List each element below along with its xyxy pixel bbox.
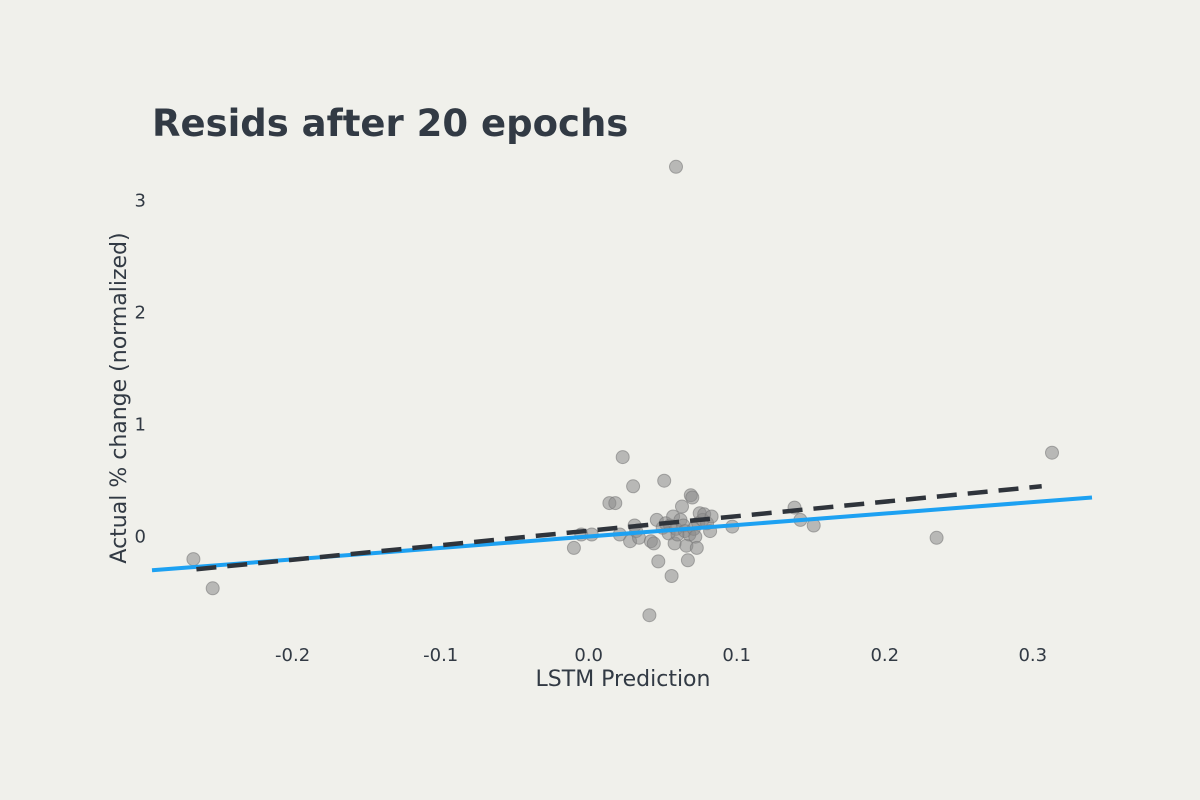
data-point [615, 450, 630, 465]
y-tick-label: 3 [135, 190, 146, 211]
data-point [205, 581, 220, 596]
x-tick-label: -0.2 [275, 645, 310, 666]
data-point [646, 536, 661, 551]
data-point [1045, 445, 1059, 460]
data-point [664, 569, 679, 583]
y-tick-label: 1 [135, 415, 146, 436]
data-point [657, 473, 672, 488]
data-point [685, 490, 700, 505]
x-axis-label: LSTM Prediction [536, 667, 711, 692]
data-point [626, 479, 641, 494]
data-point [929, 530, 944, 545]
x-tick-label: 0.0 [574, 645, 603, 666]
data-point [642, 608, 657, 623]
data-point [689, 540, 704, 555]
x-tick-label: -0.1 [423, 645, 458, 666]
chart-title: Resids after 20 epochs [152, 102, 628, 145]
data-point [675, 499, 689, 514]
data-point [669, 159, 683, 174]
data-point [186, 552, 201, 567]
data-point [608, 496, 623, 511]
fit-lines [151, 484, 1093, 573]
y-tick-label: 2 [135, 303, 146, 324]
x-axis-ticks: -0.2 -0.1 0.0 0.1 0.2 0.3 [275, 645, 1047, 666]
x-tick-label: 0.2 [870, 645, 899, 666]
dashed-fit-line [196, 484, 1042, 572]
y-axis-ticks: 0 1 2 3 [135, 190, 146, 547]
data-point [566, 540, 581, 555]
data-point [680, 553, 695, 568]
x-tick-label: 0.3 [1018, 645, 1047, 666]
y-axis-label: Actual % change (normalized) [107, 232, 132, 563]
x-tick-label: 0.1 [722, 645, 751, 666]
data-point [651, 554, 666, 569]
scatter-points [186, 159, 1059, 623]
y-tick-label: 0 [135, 527, 146, 548]
